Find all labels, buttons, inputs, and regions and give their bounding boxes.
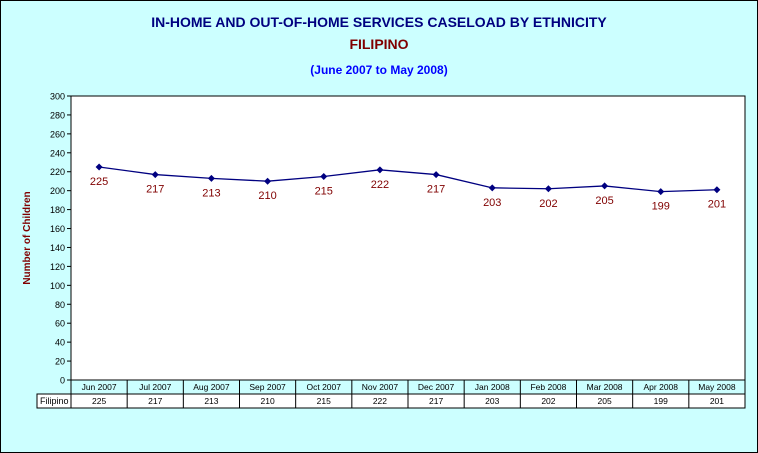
- data-table-value: 222: [373, 396, 387, 406]
- data-point: [713, 186, 721, 194]
- data-label: 201: [708, 199, 726, 211]
- x-tick-label: Feb 2008: [530, 382, 566, 392]
- x-tick-label: Jan 2008: [475, 382, 510, 392]
- y-tick-label: 300: [50, 92, 65, 102]
- data-table-series-cell: [36, 393, 72, 409]
- data-table-value: 202: [541, 396, 555, 406]
- series-line: [98, 166, 717, 193]
- data-label: 217: [146, 184, 164, 196]
- data-table-value: 215: [317, 396, 331, 406]
- x-tick-label: Sep 2007: [249, 382, 286, 392]
- data-point: [320, 172, 328, 180]
- data-point: [544, 185, 552, 193]
- x-tick-label: May 2008: [698, 382, 736, 392]
- x-tick-label: Aug 2007: [193, 382, 230, 392]
- data-label: 203: [483, 197, 501, 209]
- data-label: 217: [427, 184, 445, 196]
- y-tick-label: 240: [50, 148, 65, 158]
- data-label: 225: [90, 176, 108, 188]
- x-tick-label: Jun 2007: [82, 382, 117, 392]
- x-tick-label: Oct 2007: [307, 382, 342, 392]
- data-point: [432, 171, 440, 179]
- data-point: [601, 182, 609, 190]
- data-table-value: 199: [654, 396, 668, 406]
- y-tick-label: 100: [50, 281, 65, 291]
- x-tick-label: Jul 2007: [139, 382, 171, 392]
- data-label: 205: [595, 195, 613, 207]
- y-tick-label: 120: [50, 262, 65, 272]
- data-label: 210: [258, 190, 276, 202]
- y-tick-label: 0: [60, 376, 65, 386]
- x-tick-label: Dec 2007: [418, 382, 455, 392]
- plot-area: [70, 95, 746, 381]
- data-point: [264, 177, 272, 185]
- y-tick-label: 200: [50, 186, 65, 196]
- data-table-value: 217: [148, 396, 162, 406]
- data-table-value: 203: [485, 396, 499, 406]
- data-label: 202: [539, 198, 557, 210]
- x-tick-label: Mar 2008: [587, 382, 623, 392]
- data-table-value: 217: [429, 396, 443, 406]
- y-tick-label: 140: [50, 243, 65, 253]
- y-tick-label: 20: [55, 357, 65, 367]
- y-tick-label: 80: [55, 300, 65, 310]
- data-point: [657, 188, 665, 196]
- data-table-value: 210: [260, 396, 274, 406]
- y-tick-label: 160: [50, 224, 65, 234]
- chart-date-range: (June 2007 to May 2008): [310, 63, 448, 77]
- data-point: [95, 163, 103, 171]
- y-axis-label: Number of Children: [22, 191, 33, 284]
- data-table-value: 213: [204, 396, 218, 406]
- x-tick-label: Apr 2008: [644, 382, 679, 392]
- y-tick-label: 40: [55, 338, 65, 348]
- data-label: 215: [315, 185, 333, 197]
- data-label: 222: [371, 179, 389, 191]
- data-point: [151, 171, 159, 179]
- x-tick-label: Nov 2007: [362, 382, 399, 392]
- chart-subtitle: FILIPINO: [349, 36, 409, 52]
- y-tick-label: 60: [55, 319, 65, 329]
- data-point: [376, 166, 384, 174]
- y-tick-label: 280: [50, 110, 65, 120]
- data-point: [488, 184, 496, 192]
- data-table-value: 225: [92, 396, 106, 406]
- data-label: 199: [652, 201, 670, 213]
- y-tick-label: 180: [50, 205, 65, 215]
- y-tick-label: 220: [50, 167, 65, 177]
- data-point: [207, 174, 215, 182]
- data-table-value: 201: [710, 396, 724, 406]
- chart-title: IN-HOME AND OUT-OF-HOME SERVICES CASELOA…: [151, 14, 607, 30]
- data-table-series-name: Filipino: [40, 396, 69, 406]
- data-label: 213: [202, 187, 220, 199]
- y-tick-label: 260: [50, 129, 65, 139]
- data-table-value: 205: [597, 396, 611, 406]
